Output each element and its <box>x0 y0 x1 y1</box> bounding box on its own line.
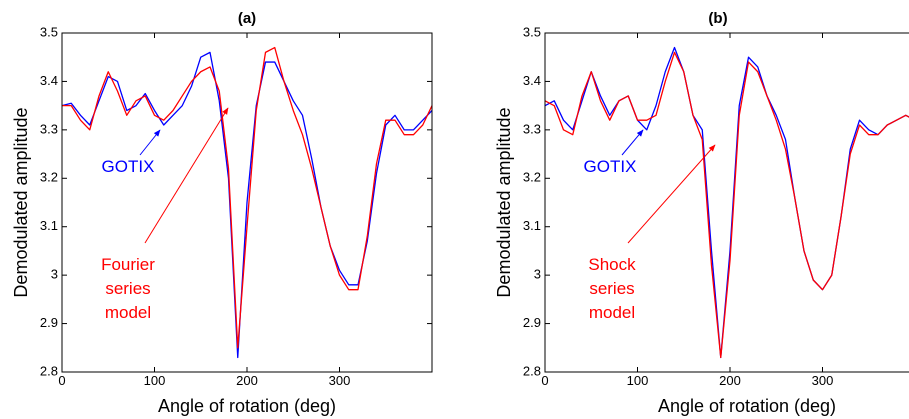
y-tick-label: 2.8 <box>40 363 58 378</box>
annotation: Fourier <box>101 255 155 274</box>
annotation: series <box>105 279 150 298</box>
chart-title: (b) <box>708 10 727 27</box>
annotation-arrow <box>139 129 161 156</box>
x-axis-label: Angle of rotation (deg) <box>158 396 336 416</box>
series-line <box>62 46 433 349</box>
annotation: model <box>105 303 151 322</box>
y-tick-label: 3.3 <box>40 121 58 136</box>
chart-title: (a) <box>238 10 256 27</box>
y-tick-label: 3.1 <box>40 218 58 233</box>
annotation: GOTIX <box>584 157 637 176</box>
y-tick-label: 2.9 <box>40 315 58 330</box>
y-tick-label: 3.4 <box>523 73 541 88</box>
y-tick-label: 3.3 <box>523 121 541 136</box>
annotation: Shock <box>588 255 636 274</box>
y-tick-label: 3 <box>51 267 58 282</box>
annotation: model <box>589 303 635 322</box>
annotation: series <box>589 279 634 298</box>
x-tick-label: 300 <box>329 373 351 388</box>
x-tick-label: 100 <box>627 373 649 388</box>
panel: (a) Angle of rotation (deg) Demodulated am… <box>11 10 433 416</box>
y-tick-label: 3.2 <box>523 170 541 185</box>
y-tick-label: 2.8 <box>523 363 541 378</box>
x-tick-label: 200 <box>236 373 258 388</box>
x-tick-label: 0 <box>58 373 65 388</box>
series-line <box>544 51 909 359</box>
y-tick-label: 3.2 <box>40 170 58 185</box>
annotation-arrow <box>627 144 716 244</box>
y-tick-label: 3 <box>534 267 541 282</box>
x-tick-label: 200 <box>719 373 741 388</box>
annotation: GOTIX <box>102 157 155 176</box>
x-tick-label: 0 <box>541 373 548 388</box>
y-tick-label: 3.5 <box>40 24 58 39</box>
x-tick-label: 100 <box>144 373 166 388</box>
y-axis-label: Demodulated amplitude <box>11 107 31 297</box>
annotation-arrow <box>621 129 644 156</box>
y-tick-label: 2.9 <box>523 315 541 330</box>
plot-frame <box>544 32 909 373</box>
x-axis-label: Angle of rotation (deg) <box>658 396 836 416</box>
annotation-arrow <box>144 107 229 244</box>
y-axis-label: Demodulated amplitude <box>494 107 514 297</box>
panel: (b) Angle of rotation (deg) Demodulated am… <box>494 10 909 416</box>
y-tick-label: 3.1 <box>523 218 541 233</box>
y-tick-label: 3.4 <box>40 73 58 88</box>
plot-frame <box>61 32 433 373</box>
x-tick-label: 300 <box>812 373 834 388</box>
series-line <box>61 51 433 359</box>
y-tick-label: 3.5 <box>523 24 541 39</box>
